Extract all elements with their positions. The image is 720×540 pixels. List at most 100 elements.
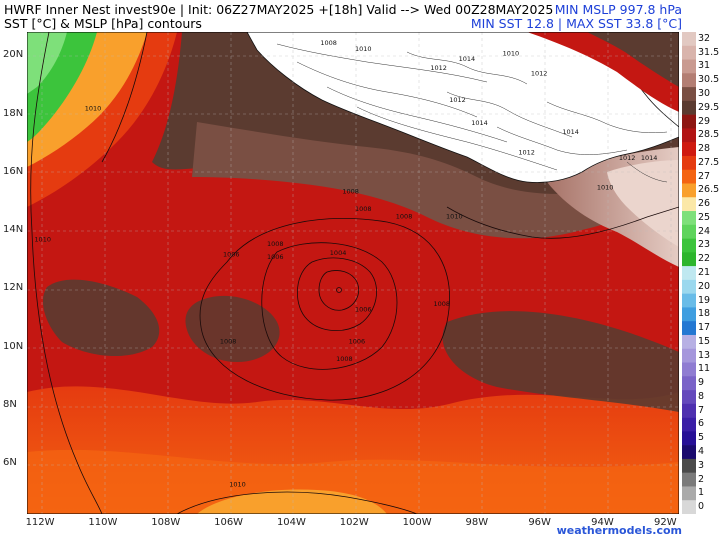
colorbar-swatch [682,321,696,336]
latitude-label: 20N [3,49,24,61]
colorbar-swatch [682,183,696,198]
latitude-label: 12N [3,282,24,294]
colorbar-swatch [682,155,696,171]
sst-region-central-warm [185,295,280,362]
isobar-label: 1010 [446,212,463,220]
colorbar-swatch [682,114,696,129]
graticule [27,32,679,514]
isobar-label: 1012 [518,148,535,156]
latitude-label: 18N [3,107,24,119]
colorbar-label: 7 [698,404,705,416]
longitude-label: 94W [591,517,614,528]
colorbar-swatch [682,486,696,501]
colorbar-label: 28.5 [698,129,720,141]
colorbar-label: 4 [698,446,705,458]
isobar-label: 1014 [471,119,488,127]
colorbar-label: 32 [698,32,711,44]
colorbar-label: 27 [698,170,711,182]
isobar-1010-nw [101,32,148,163]
colorbar-swatch [682,500,696,514]
colorbar-swatch [682,266,696,281]
isobar-1010-south [176,491,418,514]
chart-title: HWRF Inner Nest invest90e | Init: 06Z27M… [4,2,554,17]
colorbar-swatch [682,32,696,47]
colorbar-label: 26 [698,198,711,210]
latitude-label: 10N [3,340,24,352]
gulf-of-mexico-warm [587,32,679,87]
isobar-label: 1006 [267,253,284,261]
chart-subtitle: SST [°C] & MSLP [hPa] contours [4,16,202,31]
colorbar-swatch [682,362,696,377]
longitude-label: 104W [276,517,306,528]
colorbar-label: 9 [698,377,705,389]
sst-region-south-deep [27,449,679,514]
colorbar-swatch [682,73,696,88]
colorbar-label: 0 [698,501,705,513]
sst-colorbar [682,32,696,514]
isobar-label: 1012 [531,70,548,78]
colorbar-swatch [682,376,696,391]
colorbar-label: 17 [698,322,711,334]
isobar-1010-west [30,32,103,514]
colorbar-label: 29 [698,115,711,127]
colorbar-swatch [682,279,696,294]
colorbar-label: 2 [698,473,705,485]
storm-center-marker [336,287,342,293]
isobar-label: 1006 [349,338,366,346]
colorbar-label: 18 [698,308,711,320]
isobar-label: 1010 [34,236,51,244]
isobar-label: 1006 [223,250,240,258]
colorbar-swatch [682,417,696,432]
isobar-label: 1008 [396,212,413,220]
colorbar-swatch [682,238,696,253]
colorbar-label: 3 [698,459,705,471]
isobar-1006 [261,242,398,370]
sst-region-east-warm [442,311,679,412]
colorbar-swatch [682,128,696,143]
colorbar-swatch [682,431,696,446]
colorbar-swatch [682,169,696,184]
isobar-1010-coast [446,206,679,239]
colorbar-swatch [682,348,696,363]
colorbar-label: 26.5 [698,184,720,196]
isobar-label: 1010 [355,45,372,53]
colorbar-swatch [682,458,696,473]
colorbar-swatch [682,45,696,60]
isobar-label: 1008 [320,39,337,47]
colorbar-label: 21 [698,267,711,278]
sst-region-west-warm [42,279,160,357]
isobar-label: 1008 [355,205,372,213]
latitude-label: 6N [3,457,17,469]
colorbar-swatch [682,59,696,74]
isobar-label: 1010 [597,183,614,191]
latitude-label: 8N [3,398,17,410]
isobar-label: 1012 [449,96,466,104]
longitude-label: 108W [151,517,181,528]
contour-labels: 1008 1010 1012 1014 1010 1012 1012 1014 1012 1014… [34,39,657,488]
min-mslp-readout: MIN MSLP 997.8 hPa [554,2,682,17]
colorbar-label: 24 [698,225,711,237]
isobar-label: 1008 [220,338,237,346]
colorbar-label: 27.5 [698,156,720,168]
latitude-label: 14N [3,224,24,236]
isobar-1002 [318,270,359,311]
longitude-label: 110W [88,517,118,528]
colorbar-label: 25 [698,211,711,223]
colorbar-label: 31.5 [698,46,720,58]
colorbar-label: 30.5 [698,74,720,86]
colorbar-label: 6 [698,418,705,430]
colorbar-label: 31 [698,60,711,72]
colorbar-label: 22 [698,253,711,265]
source-credit: weathermodels.com [556,524,682,537]
colorbar-label: 20 [698,280,711,292]
colorbar-swatch [682,334,696,350]
isobar-label: 1014 [459,55,476,63]
isobar-label: 1012 [619,154,636,162]
colorbar-swatch [682,87,696,102]
isobar-label: 1012 [430,64,447,72]
colorbar-label: 1 [698,487,705,499]
colorbar-swatch [682,252,696,267]
colorbar-label: 11 [698,363,711,375]
longitude-label: 112W [25,517,55,528]
isobar-1008-outer [199,218,450,401]
